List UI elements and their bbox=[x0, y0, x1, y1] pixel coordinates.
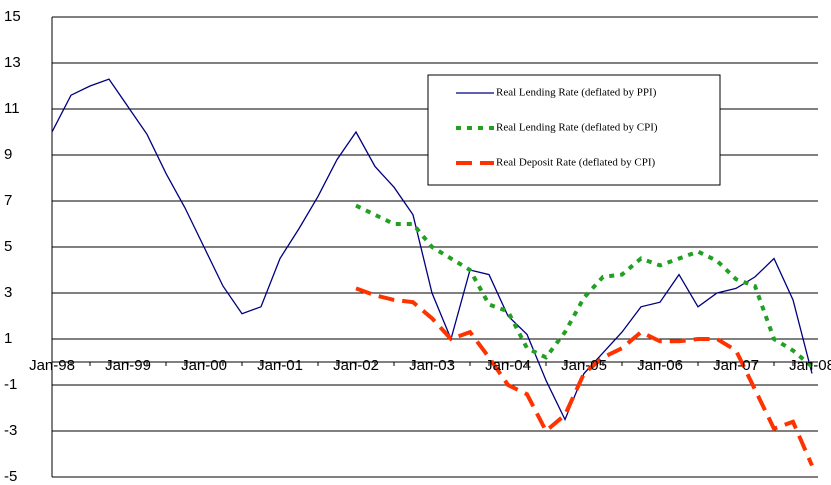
y-tick-label: -1 bbox=[4, 376, 17, 393]
x-tick-label: Jan-08 bbox=[789, 357, 831, 374]
y-tick-label: 15 bbox=[4, 8, 21, 25]
x-tick-label: Jan-01 bbox=[257, 357, 303, 374]
y-tick-label: -3 bbox=[4, 422, 17, 439]
series-line bbox=[355, 286, 814, 467]
x-tick-label: Jan-99 bbox=[105, 357, 151, 374]
grid bbox=[51, 16, 818, 478]
x-tick-label: Jan-00 bbox=[181, 357, 227, 374]
series-line bbox=[355, 203, 814, 369]
legend-label: Real Lending Rate (deflated by PPI) bbox=[496, 87, 657, 99]
y-tick-label: 7 bbox=[4, 192, 12, 209]
y-tick-label: 13 bbox=[4, 54, 21, 71]
x-tick-label: Jan-04 bbox=[485, 357, 531, 374]
x-tick-label: Jan-06 bbox=[637, 357, 683, 374]
legend-label: Real Deposit Rate (deflated by CPI) bbox=[496, 157, 655, 169]
x-tick-label: Jan-07 bbox=[713, 357, 759, 374]
legend-label: Real Lending Rate (deflated by CPI) bbox=[496, 122, 658, 134]
y-tick-label: 9 bbox=[4, 146, 12, 163]
lines bbox=[51, 78, 814, 467]
x-tick-label: Jan-03 bbox=[409, 357, 455, 374]
x-tick-label: Jan-02 bbox=[333, 357, 379, 374]
x-tick-label: Jan-98 bbox=[29, 357, 75, 374]
y-tick-label: 3 bbox=[4, 284, 12, 301]
y-tick-label: 11 bbox=[4, 100, 20, 117]
y-tick-label: -5 bbox=[4, 468, 17, 485]
x-tick-label: Jan-05 bbox=[561, 357, 607, 374]
legend: Real Lending Rate (deflated by PPI) Real … bbox=[427, 74, 721, 186]
y-tick-label: 5 bbox=[4, 238, 12, 255]
y-tick-label: 1 bbox=[4, 330, 12, 347]
series-line bbox=[51, 78, 813, 422]
